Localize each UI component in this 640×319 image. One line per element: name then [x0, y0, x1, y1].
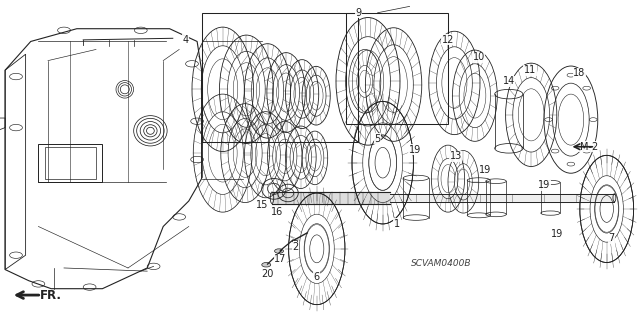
Text: 10: 10: [472, 52, 485, 63]
Text: 19: 19: [479, 165, 492, 175]
Text: 19: 19: [538, 180, 550, 190]
Text: 19: 19: [408, 145, 421, 155]
Text: 13: 13: [449, 151, 462, 161]
Text: 12: 12: [442, 35, 454, 45]
Text: 5: 5: [374, 134, 381, 144]
Bar: [45, 147, 96, 179]
Text: 17: 17: [274, 254, 287, 264]
Text: 6: 6: [314, 271, 320, 282]
Text: 9: 9: [355, 8, 362, 18]
Text: SCVAM0400B: SCVAM0400B: [412, 259, 472, 268]
Text: 11: 11: [524, 65, 536, 75]
Text: 2: 2: [292, 242, 299, 252]
Text: 19: 19: [550, 229, 563, 240]
Text: M-2: M-2: [580, 142, 598, 152]
Text: 4: 4: [182, 35, 189, 45]
Text: 14: 14: [502, 76, 515, 86]
Circle shape: [275, 249, 284, 253]
Text: 15: 15: [256, 200, 269, 210]
Text: 18: 18: [573, 68, 586, 78]
Circle shape: [262, 263, 271, 267]
Bar: [38, 144, 102, 182]
Text: FR.: FR.: [40, 289, 62, 301]
Text: 1: 1: [394, 219, 400, 229]
Text: 20: 20: [261, 269, 274, 279]
Text: 16: 16: [271, 207, 284, 217]
Text: 7: 7: [608, 233, 614, 243]
